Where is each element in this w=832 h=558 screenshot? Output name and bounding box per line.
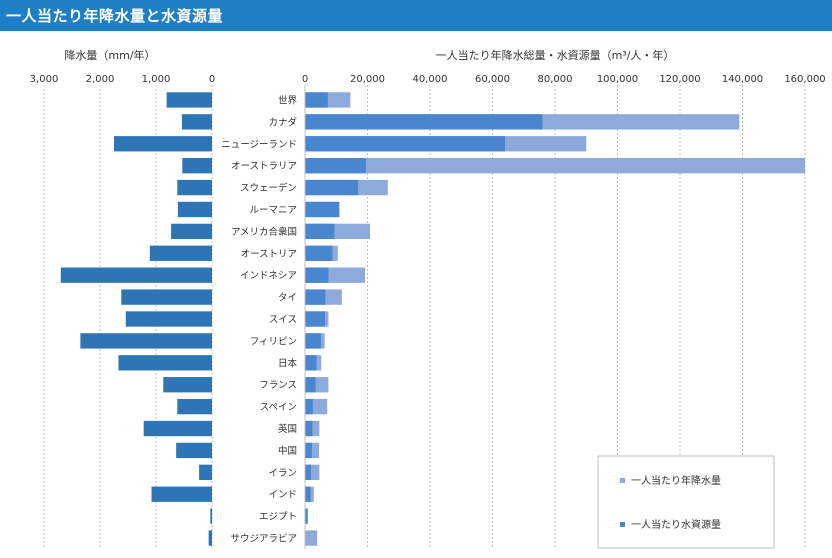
category-label: スイス — [269, 315, 297, 326]
right-tick-label: 120,000 — [659, 74, 700, 85]
category-label: イラン — [268, 468, 297, 479]
water-resource-bar — [305, 114, 543, 130]
water-resource-bar — [305, 508, 308, 524]
category-label: 中国 — [278, 445, 297, 457]
left-bar — [166, 92, 212, 108]
left-bar — [171, 223, 212, 240]
left-bar — [125, 311, 212, 327]
right-tick-label: 100,000 — [597, 74, 638, 85]
page-header: 一人当たり年降水量と水資源量 — [0, 0, 832, 31]
left-bar — [199, 464, 212, 480]
category-label: カナダ — [268, 116, 297, 128]
category-label: サウジアラビア — [230, 534, 297, 545]
left-tick-label: 1,000 — [142, 74, 171, 85]
right-tick-label: 20,000 — [350, 74, 385, 85]
category-label: フランス — [259, 380, 297, 391]
water-resource-bar — [305, 464, 311, 480]
water-resource-bar — [305, 311, 325, 327]
water-resource-bar — [305, 267, 329, 283]
right-tick-label: 160,000 — [784, 74, 825, 85]
category-label: 日本 — [278, 357, 298, 369]
left-bar — [118, 355, 212, 371]
category-label: エジプト — [259, 512, 297, 523]
left-bar — [182, 158, 212, 174]
water-resource-bar — [305, 442, 312, 459]
water-resource-bar — [305, 201, 340, 218]
left-bar — [210, 508, 212, 524]
category-label: タイ — [278, 293, 297, 304]
water-resource-bar — [305, 420, 313, 437]
right-tick-label: 0 — [302, 74, 308, 85]
left-bar — [114, 136, 212, 152]
left-bar — [149, 245, 212, 261]
legend-swatch-precipitation — [620, 478, 625, 483]
left-chart-title: 降水量（mm/年） — [64, 48, 155, 62]
left-bar — [80, 333, 213, 349]
category-label: インド — [268, 490, 297, 501]
water-resource-bar — [305, 355, 317, 371]
water-resource-bar — [305, 398, 313, 415]
category-label: 世界 — [278, 94, 298, 106]
left-tick-label: 3,000 — [30, 74, 59, 85]
legend-label-precipitation: 一人当たり年降水量 — [631, 474, 721, 487]
right-tick-label: 140,000 — [722, 74, 763, 85]
left-bar — [143, 420, 212, 437]
left-bar — [177, 398, 212, 415]
right-chart-title: 一人当たり年降水総量・水資源量（m³/人・年） — [436, 48, 675, 62]
category-label: インドネシア — [240, 271, 297, 282]
category-label: アメリカ合衆国 — [231, 226, 297, 238]
left-tick-label: 0 — [209, 74, 215, 85]
water-resource-bar — [305, 136, 505, 152]
category-label: オーストラリア — [231, 161, 297, 172]
water-resource-bar — [305, 333, 321, 349]
right-tick-label: 80,000 — [538, 74, 573, 85]
left-bar — [177, 201, 212, 218]
legend-swatch-water-resource — [620, 522, 625, 527]
legend-label-water-resource: 一人当たり水資源量 — [631, 518, 721, 531]
chart-panel: 降水量（mm/年） 一人当たり年降水総量・水資源量（m³/人・年） 3,000 2,0… — [0, 31, 832, 558]
category-label: フィリピン — [250, 336, 297, 347]
water-resource-bar — [305, 486, 311, 502]
category-label: オーストリア — [240, 249, 297, 260]
right-tick-label: 60,000 — [475, 74, 510, 85]
water-resource-bar — [305, 223, 335, 240]
left-bar — [60, 267, 212, 283]
left-tick-label: 2,000 — [86, 74, 115, 85]
category-label: スウェーデン — [240, 182, 297, 194]
water-resource-bar — [305, 158, 366, 174]
water-resource-bar — [305, 377, 316, 393]
left-bar — [151, 486, 212, 502]
left-bar — [181, 114, 212, 130]
category-label: ニュージーランド — [221, 139, 297, 150]
precipitation-bar — [305, 158, 805, 174]
precipitation-bar — [305, 530, 318, 546]
left-bar — [177, 179, 212, 196]
water-resource-bar — [305, 179, 359, 196]
water-resource-bar — [305, 245, 333, 261]
chart-svg: 降水量（mm/年） 一人当たり年降水総量・水資源量（m³/人・年） 3,000 2,0… — [30, 48, 826, 549]
category-label: ルーマニア — [249, 205, 297, 216]
water-resource-bar — [305, 289, 326, 305]
category-label: 英国 — [278, 423, 297, 435]
right-tick-label: 40,000 — [413, 74, 448, 85]
water-resource-bar — [305, 92, 328, 108]
left-bar — [176, 442, 212, 459]
left-bar — [163, 377, 212, 393]
left-bar — [208, 530, 212, 546]
legend-box — [597, 455, 775, 549]
category-label: スペイン — [260, 402, 297, 413]
page-title: 一人当たり年降水量と水資源量 — [6, 7, 224, 25]
left-bar — [121, 289, 212, 305]
